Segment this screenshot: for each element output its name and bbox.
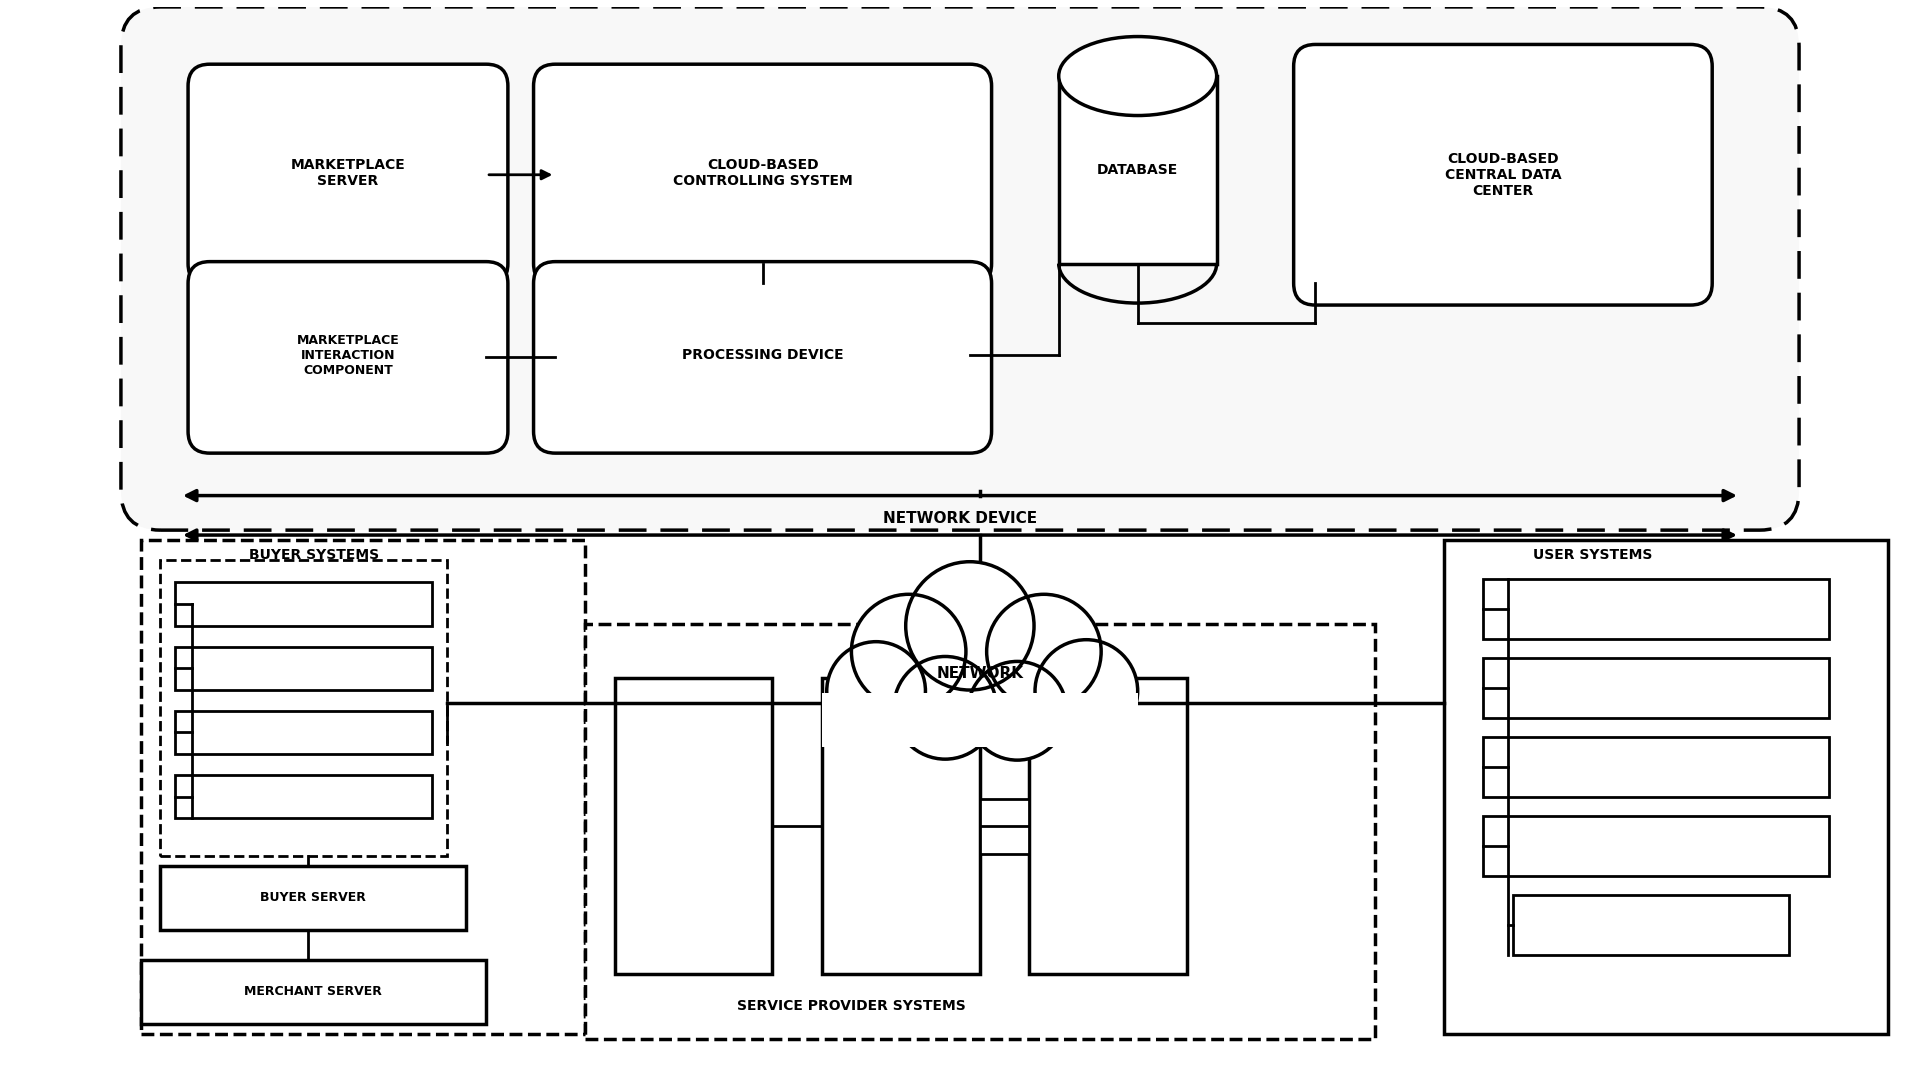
Circle shape (851, 594, 966, 708)
Bar (979, 798, 1029, 854)
Text: MERCHANT SERVER: MERCHANT SERVER (244, 985, 382, 998)
Bar (175, 775, 432, 819)
Circle shape (828, 642, 925, 741)
Text: DATABASE: DATABASE (1096, 163, 1179, 177)
Bar (1058, 76, 1217, 264)
FancyBboxPatch shape (121, 6, 1799, 530)
Bar (822, 693, 1139, 747)
Bar (1482, 659, 1828, 718)
Bar (140, 959, 486, 1024)
Bar (1482, 816, 1828, 876)
Text: NETWORK DEVICE: NETWORK DEVICE (883, 511, 1037, 526)
Circle shape (968, 661, 1068, 760)
Text: MARKETPLACE
SERVER: MARKETPLACE SERVER (290, 158, 405, 188)
Text: BUYER SERVER: BUYER SERVER (261, 891, 367, 904)
FancyBboxPatch shape (1294, 44, 1713, 305)
FancyBboxPatch shape (188, 261, 509, 454)
Text: CLOUD-BASED
CENTRAL DATA
CENTER: CLOUD-BASED CENTRAL DATA CENTER (1444, 151, 1561, 198)
Text: NETWORK: NETWORK (937, 665, 1023, 680)
FancyBboxPatch shape (534, 261, 991, 454)
Text: PROCESSING DEVICE: PROCESSING DEVICE (682, 349, 843, 363)
Bar (161, 559, 447, 855)
Bar (175, 582, 432, 626)
Bar (175, 647, 432, 690)
Bar (1513, 895, 1789, 955)
Bar (140, 540, 586, 1034)
Text: CLOUD-BASED
CONTROLLING SYSTEM: CLOUD-BASED CONTROLLING SYSTEM (672, 158, 852, 188)
Bar (1482, 580, 1828, 638)
Ellipse shape (1058, 37, 1217, 116)
Text: USER SYSTEMS: USER SYSTEMS (1532, 548, 1651, 562)
Text: BUYER SYSTEMS: BUYER SYSTEMS (250, 548, 380, 562)
FancyBboxPatch shape (188, 64, 509, 285)
Text: MARKETPLACE
INTERACTION
COMPONENT: MARKETPLACE INTERACTION COMPONENT (296, 334, 399, 377)
Bar (1444, 540, 1887, 1034)
Bar (586, 624, 1375, 1039)
Bar (161, 866, 467, 930)
Bar (1482, 738, 1828, 797)
Bar (175, 711, 432, 754)
Text: SERVICE PROVIDER SYSTEMS: SERVICE PROVIDER SYSTEMS (737, 999, 966, 1013)
Bar (614, 678, 772, 974)
Circle shape (906, 562, 1035, 690)
Bar (822, 678, 979, 974)
Bar (1029, 678, 1187, 974)
Circle shape (895, 657, 996, 759)
Circle shape (987, 594, 1102, 708)
FancyBboxPatch shape (534, 64, 991, 285)
Circle shape (1035, 639, 1139, 742)
